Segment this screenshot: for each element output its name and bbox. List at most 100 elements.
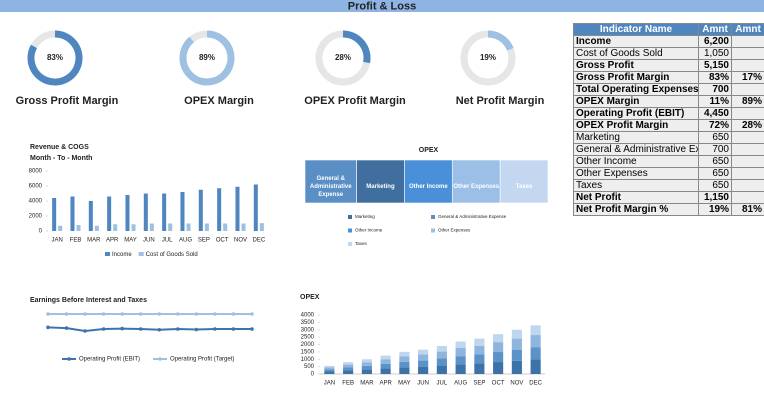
tile-label: Other Income <box>408 184 448 190</box>
amount-cell <box>731 155 764 168</box>
x-tick-label: JAN <box>51 238 62 244</box>
amount-cell: 28% <box>731 119 764 132</box>
donut-title: OPEX Margin <box>184 95 254 107</box>
donut-arc <box>487 30 514 51</box>
chart-subtitle: Month - To - Month <box>30 155 92 162</box>
table-row: Net Profit Margin % 19% 81% <box>573 203 764 216</box>
donut-label: 19% <box>480 53 496 62</box>
amount-cell <box>731 35 764 48</box>
bar <box>131 224 136 231</box>
table-body: Income 6,200 Cost of Goods Sold 1,050 Gross … <box>573 35 764 216</box>
amount-cell: 17% <box>731 71 764 84</box>
table-row: Other Expenses 650 <box>573 167 764 180</box>
bar-segment <box>324 371 335 374</box>
column-header: Indicator Name <box>573 23 699 36</box>
amount-cell: 6,200 <box>698 35 732 48</box>
header-title: Profit & Loss <box>348 0 416 12</box>
bar-segment <box>418 349 429 355</box>
bar <box>125 195 130 231</box>
amount-cell: 89% <box>731 95 764 108</box>
legend-label: Taxes <box>355 241 368 246</box>
bar-segment <box>474 354 485 364</box>
line-marker <box>64 326 69 330</box>
bar-segment <box>343 362 354 365</box>
bar-segment <box>530 335 541 348</box>
bar <box>88 201 93 231</box>
line-marker <box>231 312 236 316</box>
bar <box>113 224 118 231</box>
x-tick-label: OCT <box>492 381 505 387</box>
tile-label: General & Administrative Expense <box>309 176 352 198</box>
line-marker <box>213 327 217 331</box>
x-tick-label: JUL <box>437 381 448 387</box>
bar-segment <box>436 358 447 366</box>
amount-cell: 650 <box>698 167 732 180</box>
line-marker <box>101 312 106 316</box>
line-marker <box>83 329 87 333</box>
table-row: Cost of Goods Sold 1,050 <box>573 47 764 60</box>
bar-segment <box>455 348 466 357</box>
legend-label: Marketing <box>355 214 375 219</box>
x-tick-label: MAY <box>124 238 137 244</box>
line-marker <box>101 327 106 331</box>
y-tick-label: 4000 <box>29 199 43 205</box>
indicator-name: Taxes <box>573 179 699 192</box>
bar <box>107 196 112 231</box>
bar-segment <box>399 351 410 357</box>
line-marker <box>120 312 124 316</box>
tile-label: Other Expenses <box>453 184 500 190</box>
x-tick-label: FEB <box>342 381 354 387</box>
indicator-name: General & Administrative Expense <box>573 143 699 156</box>
amount-cell: 19% <box>698 203 732 216</box>
line-marker <box>120 326 124 331</box>
chart-title: Earnings Before Interest and Taxes <box>30 297 147 304</box>
line-marker <box>64 312 69 316</box>
x-tick-label: JUN <box>143 238 155 244</box>
legend-marker <box>67 357 71 361</box>
legend-swatch <box>348 215 352 219</box>
bar <box>76 225 81 231</box>
y-tick-label: 4000 <box>301 313 315 319</box>
donut-label: 89% <box>199 53 215 62</box>
x-tick-label: APR <box>379 381 392 387</box>
tile-label-box: Other Expenses <box>453 184 500 190</box>
amount-cell: 81% <box>731 203 764 216</box>
bar <box>259 223 264 231</box>
indicator-name: Net Profit <box>573 191 699 204</box>
line-marker <box>138 327 143 331</box>
bar <box>180 192 185 231</box>
bar <box>198 189 203 231</box>
table-row: OPEX Profit Margin 72% 28% <box>573 119 764 132</box>
legend-label: Cost of Goods Sold <box>146 252 198 258</box>
donut-arc <box>27 30 83 86</box>
bar-segment <box>399 361 410 368</box>
y-tick-label: 0 <box>39 229 43 235</box>
bar-segment <box>493 334 504 343</box>
x-tick-label: SEP <box>473 381 485 387</box>
bar <box>162 193 167 231</box>
legend-label: General & Administrative Expense <box>438 214 507 219</box>
bar <box>149 223 154 231</box>
table-row: Total Operating Expenses 700 <box>573 83 764 96</box>
bar <box>168 223 173 231</box>
x-tick-label: MAR <box>87 238 101 244</box>
donut-title: Gross Profit Margin <box>16 95 119 107</box>
bar-segment <box>493 342 504 353</box>
bar-segment <box>511 360 522 374</box>
x-tick-label: FEB <box>70 238 82 244</box>
table-row: Gross Profit 5,150 <box>573 59 764 72</box>
table-row: General & Administrative Expense700 <box>573 143 764 156</box>
y-tick-label: 8000 <box>29 169 43 175</box>
column-header: Amnt <box>698 23 732 36</box>
bar-segment <box>511 329 522 339</box>
treemap-tile <box>304 159 357 204</box>
table-row: Other Income 650 <box>573 155 764 168</box>
x-tick-label: MAR <box>360 381 374 387</box>
x-tick-label: JUN <box>417 381 429 387</box>
indicator-name: OPEX Margin <box>573 95 699 108</box>
bar-segment <box>418 366 429 374</box>
bar-segment <box>474 363 485 374</box>
y-tick-label: 1500 <box>301 349 315 355</box>
